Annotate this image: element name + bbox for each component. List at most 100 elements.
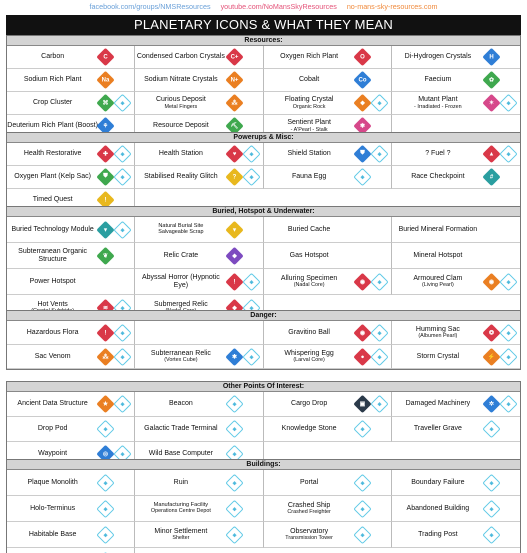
- buried-technology-icon: ▾: [96, 220, 115, 239]
- legend-label: Storm Crystal: [416, 352, 460, 360]
- youtube-link[interactable]: youtube.com/NoMansSkyResources: [220, 2, 337, 11]
- legend-label: Gas Hotspot: [289, 251, 329, 259]
- legend-cell: Ancient Data Structure ★ ◈: [7, 392, 136, 417]
- section-title: Other Points Of Interest:: [7, 382, 520, 392]
- legend-label: Observatory Transmission Tower: [264, 528, 355, 542]
- legend-cell: Holo-Terminus ◈: [7, 496, 136, 522]
- legend-cell: Floating Crystal Organic Rock ◆ ◈: [263, 92, 392, 115]
- legend-label: Crashed Ship Crashed Freighter: [264, 502, 355, 516]
- legend-label: Health Restorative: [23, 150, 82, 158]
- legend-label: Buried Mineral Formation: [398, 225, 478, 233]
- legend-label: ? Fuel ?: [425, 150, 451, 158]
- damaged-machinery-hologram-icon: ◈: [499, 394, 518, 414]
- legend-cell: Damaged Machinery ✲ ◈: [391, 392, 520, 417]
- hazardous-flora-hologram-icon: ◈: [113, 323, 132, 342]
- legend-cell: Shield Station ⛊ ◈: [263, 143, 392, 166]
- plaque-monolith-hologram-icon: ◈: [96, 473, 115, 492]
- legend-sublabel: (Larval Core): [293, 357, 325, 364]
- legend-cell: Ruin ◈: [135, 470, 264, 496]
- reality-glitch-icon: ?: [224, 167, 244, 187]
- whispering-egg-icon: ●: [353, 347, 372, 366]
- legend-sublabel: - A'Pearl - Stalk: [290, 126, 328, 133]
- section-title: Buried, Hotspot & Underwater:: [7, 207, 520, 217]
- legend-cell: Armoured Clam (Living Pearl) ◉ ◈: [391, 269, 520, 295]
- page-title: PLANETARY ICONS & WHAT THEY MEAN: [6, 15, 521, 35]
- legend-label: Subterranean Relic (Vortex Cube): [135, 350, 226, 364]
- mutant-plant-hologram-icon: ◈: [499, 93, 518, 113]
- humming-sac-icon: ❂: [482, 323, 501, 342]
- legend-label: Di-Hydrogen Crystals: [404, 53, 472, 61]
- legend-label: Power Hotspot: [29, 277, 76, 285]
- knowledge-stone-hologram-icon: ◈: [353, 419, 372, 439]
- health-restorative-icon: ✚: [96, 144, 115, 164]
- legend-label: Buried Cache: [287, 225, 331, 233]
- legend-label: Subterranean Organic Structure: [18, 247, 88, 263]
- legend-label: Cargo Drop: [291, 400, 328, 408]
- legend-label: Trading Post: [418, 530, 458, 538]
- facebook-link[interactable]: facebook.com/groups/NMSResources: [89, 2, 211, 11]
- legend-cell: Gas Hotspot: [263, 243, 392, 269]
- legend-label: Oxygen Rich Plant: [280, 53, 339, 61]
- legend-label: Waypoint: [38, 450, 68, 458]
- legend-cell: Galactic Trade Terminal ◈: [135, 417, 264, 442]
- crashed-ship-hologram-icon: ◈: [353, 499, 372, 518]
- section-grid: Plaque Monolith ◈ Ruin ◈ Portal ◈ Boundary Fai…: [7, 470, 520, 553]
- legend-cell: Oxygen Plant (Kelp Sac) ⛊ ◈: [7, 166, 136, 189]
- faecium-icon: ✿: [482, 70, 501, 90]
- legend-label: Ruin: [173, 478, 189, 486]
- legend-cell: Crashed Ship Crashed Freighter ◈: [263, 496, 392, 522]
- oxygen-icon: O: [353, 47, 372, 67]
- legend-cell: Storm Crystal ⚡ ◈: [391, 345, 520, 369]
- legend-cell: Race Checkpoint #: [391, 166, 520, 189]
- carbon-icon: C: [96, 47, 115, 67]
- cargo-drop-hologram-icon: ◈: [370, 394, 389, 414]
- legend-cell: Natural Burial Site Salvageable Scrap ▾: [135, 217, 264, 243]
- legend-cell: Whispering Egg (Larval Core) ● ◈: [263, 345, 392, 369]
- section: Danger: Hazardous Flora! ◈ Gravitino Ball ◉ ◈…: [6, 310, 521, 370]
- legend-sublabel: - Irradiated - Frozen: [414, 103, 462, 110]
- beacon-hologram-icon: ◈: [224, 394, 244, 414]
- legend-label: Carbon: [41, 53, 65, 61]
- legend-label: Gravitino Ball: [288, 328, 330, 336]
- section-grid: Carbon C Condensed Carbon Crystals C+ Oxygen…: [7, 46, 520, 138]
- section-title: Powerups & Misc:: [7, 133, 520, 143]
- legend-label: Cobalt: [299, 76, 320, 84]
- trading-post-hologram-icon: ◈: [482, 525, 501, 544]
- legend-sublabel: Transmission Tower: [285, 535, 333, 542]
- section-grid: Hazardous Flora! ◈ Gravitino Ball ◉ ◈ Humming…: [7, 321, 520, 369]
- legend-label: Knowledge Stone: [281, 425, 337, 433]
- legend-cell: Buried Technology Module ▾ ◈: [7, 217, 136, 243]
- legend-cell: Oxygen Rich Plant O: [263, 46, 392, 69]
- legend-cell: Boundary Failure ◈: [391, 470, 520, 496]
- website-link[interactable]: no-mans-sky-resources.com: [346, 2, 438, 11]
- storm-crystal-icon: ⚡: [482, 347, 501, 366]
- legend-cell: Knowledge Stone ◈: [263, 417, 392, 442]
- legend-label: Galactic Trade Terminal: [144, 425, 218, 433]
- whispering-egg-hologram-icon: ◈: [370, 347, 389, 366]
- boundary-failure-hologram-icon: ◈: [482, 473, 501, 492]
- legend-label: Race Checkpoint: [411, 173, 465, 181]
- legend-label: Armoured Clam (Living Pearl): [392, 275, 484, 289]
- gravitino-ball-hologram-icon: ◈: [370, 323, 389, 342]
- legend-cell: Condensed Carbon Crystals C+: [135, 46, 264, 69]
- legend-cell: Faecium ✿: [391, 69, 520, 92]
- legend-cell: Colossal Archive◈: [7, 548, 136, 553]
- armoured-clam-hologram-icon: ◈: [499, 272, 518, 291]
- legend-cell: Power Hotspot: [7, 269, 136, 295]
- legend-cell: Manufacturing Facility Operations Centre …: [135, 496, 264, 522]
- ancient-data-hologram-icon: ◈: [113, 394, 132, 414]
- race-checkpoint-icon: #: [482, 167, 501, 187]
- legend-cell: Traveller Grave ◈: [391, 417, 520, 442]
- legend-label: Relic Crate: [163, 251, 199, 259]
- alluring-specimen-icon: ◉: [353, 272, 372, 291]
- legend-cell: Gravitino Ball ◉ ◈: [263, 321, 392, 345]
- legend-cell: Sodium Rich Plant Na: [7, 69, 136, 92]
- manufacturing-facility-hologram-icon: ◈: [224, 499, 244, 518]
- legend-label: Deuterium Rich Plant (Boost): [7, 122, 98, 130]
- legend-cell: Plaque Monolith ◈: [7, 470, 136, 496]
- section: Powerups & Misc: Health Restorative ✚ ◈ Heal…: [6, 132, 521, 213]
- crop-cluster-icon: ⌘: [96, 93, 115, 113]
- section-grid: Buried Technology Module ▾ ◈ Natural Burial…: [7, 217, 520, 321]
- fauna-egg-icon: ◈: [353, 167, 372, 187]
- organic-structure-icon: ❦: [96, 246, 115, 265]
